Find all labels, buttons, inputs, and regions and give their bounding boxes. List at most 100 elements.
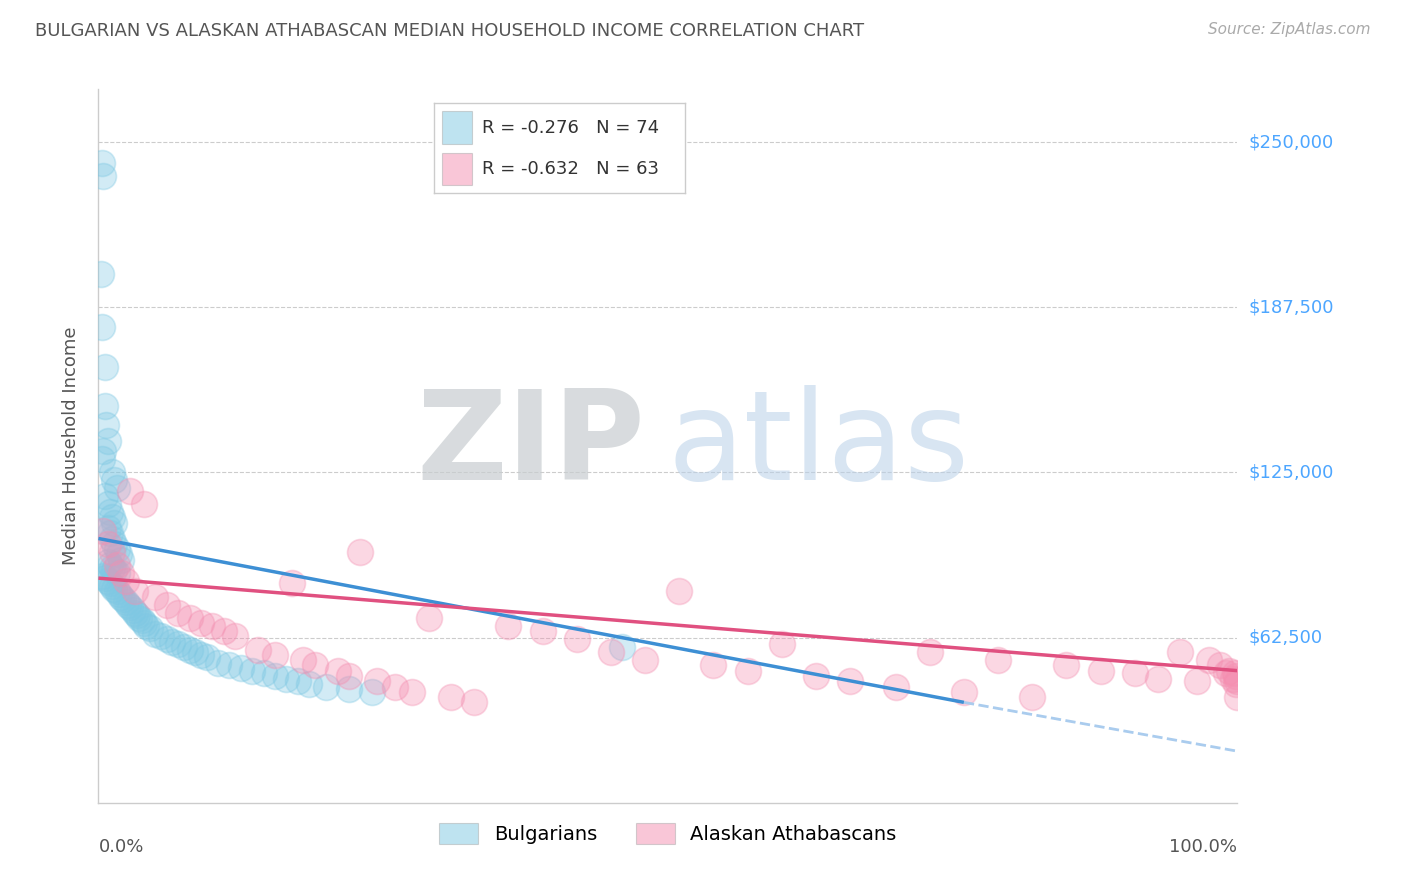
Point xyxy=(96,521,118,535)
Point xyxy=(1226,690,1249,704)
Point xyxy=(96,497,118,511)
Text: 100.0%: 100.0% xyxy=(1170,838,1237,856)
Text: ZIP: ZIP xyxy=(416,385,645,507)
Point xyxy=(668,584,690,599)
Point xyxy=(1054,658,1078,673)
Point xyxy=(98,505,121,519)
Y-axis label: Median Household Income: Median Household Income xyxy=(62,326,80,566)
Point xyxy=(1090,664,1112,678)
Point xyxy=(337,682,360,697)
Point xyxy=(90,452,112,467)
Point xyxy=(91,524,114,538)
Point xyxy=(287,674,309,689)
Point xyxy=(94,400,117,414)
Point xyxy=(953,685,976,699)
Point xyxy=(101,510,124,524)
Point xyxy=(1209,658,1232,673)
Point xyxy=(1218,664,1240,678)
Text: R = -0.276   N = 74: R = -0.276 N = 74 xyxy=(482,119,659,136)
Point xyxy=(101,579,124,593)
Point xyxy=(292,653,315,667)
Point xyxy=(91,568,114,582)
Text: R = -0.632   N = 63: R = -0.632 N = 63 xyxy=(482,160,659,178)
Point xyxy=(298,677,321,691)
Point xyxy=(110,566,132,580)
Point xyxy=(401,685,423,699)
Point xyxy=(132,616,155,631)
Point xyxy=(167,606,190,620)
Point xyxy=(127,608,149,623)
Point xyxy=(229,661,252,675)
Point xyxy=(108,547,131,561)
Text: $125,000: $125,000 xyxy=(1249,464,1334,482)
Point xyxy=(114,574,136,588)
Point xyxy=(276,672,298,686)
Point xyxy=(150,629,173,643)
Point xyxy=(264,669,287,683)
Point xyxy=(167,637,190,651)
Point xyxy=(612,640,634,654)
Point xyxy=(190,616,212,631)
Point xyxy=(132,497,155,511)
Point xyxy=(1225,677,1247,691)
Point xyxy=(91,444,114,458)
Point xyxy=(326,664,349,678)
Point xyxy=(124,606,146,620)
Point xyxy=(101,466,124,480)
Point xyxy=(105,542,128,557)
Text: atlas: atlas xyxy=(668,385,970,507)
Point xyxy=(96,574,118,588)
Point xyxy=(103,474,125,488)
Point xyxy=(105,584,128,599)
Legend: Bulgarians, Alaskan Athabascans: Bulgarians, Alaskan Athabascans xyxy=(429,814,907,854)
Point xyxy=(94,359,117,374)
Point xyxy=(114,595,136,609)
Point xyxy=(839,674,862,689)
Point xyxy=(315,680,337,694)
Point xyxy=(190,648,212,662)
Point xyxy=(103,563,125,577)
Point xyxy=(600,645,623,659)
Text: Source: ZipAtlas.com: Source: ZipAtlas.com xyxy=(1208,22,1371,37)
Text: BULGARIAN VS ALASKAN ATHABASCAN MEDIAN HOUSEHOLD INCOME CORRELATION CHART: BULGARIAN VS ALASKAN ATHABASCAN MEDIAN H… xyxy=(35,22,865,40)
Point xyxy=(304,658,326,673)
Point xyxy=(281,576,304,591)
Point xyxy=(90,267,112,281)
Point xyxy=(105,558,128,572)
Point xyxy=(218,658,240,673)
Point xyxy=(105,481,128,495)
Point xyxy=(145,626,167,640)
Point xyxy=(135,618,157,632)
Point xyxy=(179,611,201,625)
Point xyxy=(108,587,131,601)
Point xyxy=(240,664,263,678)
Point xyxy=(384,680,406,694)
Point xyxy=(117,598,139,612)
Point xyxy=(418,611,440,625)
Point xyxy=(195,650,218,665)
Text: $187,500: $187,500 xyxy=(1249,298,1334,317)
Point xyxy=(1170,645,1192,659)
Text: $62,500: $62,500 xyxy=(1249,629,1323,647)
Point xyxy=(366,674,388,689)
Text: $250,000: $250,000 xyxy=(1249,133,1334,151)
Point xyxy=(98,576,121,591)
Point xyxy=(94,571,117,585)
Point xyxy=(121,603,143,617)
Point xyxy=(156,598,179,612)
Point xyxy=(120,600,142,615)
Point xyxy=(96,434,118,448)
Point xyxy=(918,645,941,659)
Point xyxy=(1123,666,1146,681)
Point xyxy=(90,320,112,334)
Point xyxy=(173,640,195,654)
Point xyxy=(1198,653,1220,667)
Point xyxy=(105,566,128,580)
Point xyxy=(112,592,135,607)
Point xyxy=(224,629,246,643)
Point xyxy=(179,642,201,657)
Point xyxy=(110,552,132,566)
Point xyxy=(246,642,269,657)
Point xyxy=(90,156,112,170)
Point xyxy=(124,584,146,599)
